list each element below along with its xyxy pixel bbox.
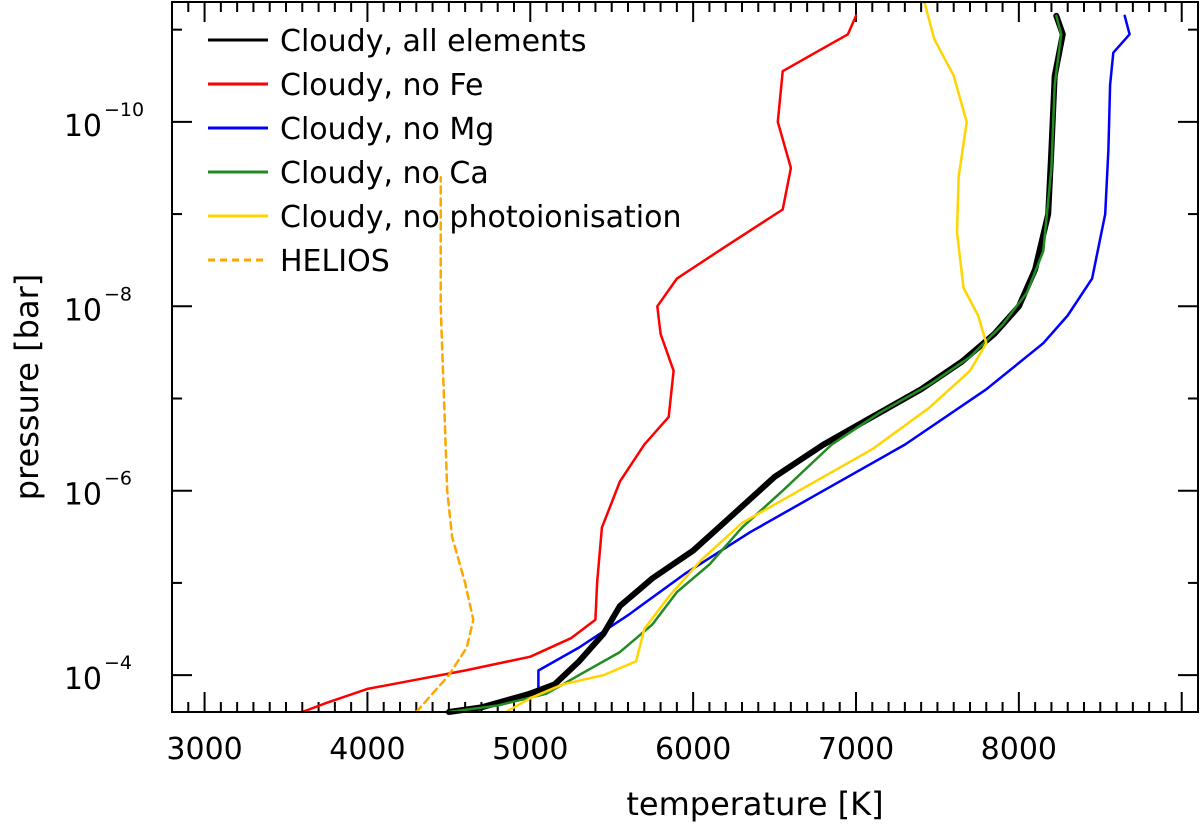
y-tick-label: 10 −6 [64,468,132,513]
plot-frame [171,1,1199,713]
series-line-3 [447,14,1063,714]
y-tick-base: 10 [64,293,102,328]
y-tick-exponent: −6 [104,468,132,490]
legend-label: Cloudy, no Fe [280,68,484,103]
legend-label: Cloudy, no Mg [280,112,494,147]
y-tick-exponent: −10 [104,99,144,121]
legend-entry: Cloudy, no Mg [208,112,494,147]
series-lines [301,0,1131,715]
y-axis-title: pressure [bar] [8,274,46,500]
legend-entry: Cloudy, no Ca [208,156,489,191]
legend-entry: HELIOS [208,244,390,279]
series-line-2 [455,14,1131,714]
x-tick-label: 8000 [981,732,1057,767]
x-tick-label: 6000 [655,732,731,767]
legend-entry: Cloudy, all elements [208,24,586,59]
legend-entry: Cloudy, no photoionisation [208,200,681,235]
y-tick-base: 10 [64,478,102,513]
x-axis-title: temperature [K] [626,785,883,823]
series-line-4 [504,0,988,714]
legend-label: Cloudy, all elements [280,24,586,59]
series-line-1 [301,14,858,714]
legend-label: Cloudy, no photoionisation [280,200,681,235]
legend-label: Cloudy, no Ca [280,156,489,191]
y-tick-exponent: −4 [104,652,132,674]
series-line-0 [445,12,1066,715]
x-tick-label: 3000 [166,732,242,767]
series-line-5 [415,175,475,714]
axis-ticks [171,2,1199,712]
y-tick-exponent: −8 [104,283,132,305]
x-tick-label: 7000 [818,732,894,767]
y-tick-base: 10 [64,662,102,697]
x-tick-label: 5000 [492,732,568,767]
y-tick-label: 10 −4 [64,652,132,697]
legend-entry: Cloudy, no Fe [208,68,484,103]
y-tick-label: 10 −8 [64,283,132,328]
y-tick-base: 10 [64,109,102,144]
legend-label: HELIOS [280,244,390,279]
legend: Cloudy, all elements Cloudy, no Fe Cloudy,… [208,24,681,279]
x-tick-label: 4000 [329,732,405,767]
y-tick-label: 10 −10 [64,99,144,144]
